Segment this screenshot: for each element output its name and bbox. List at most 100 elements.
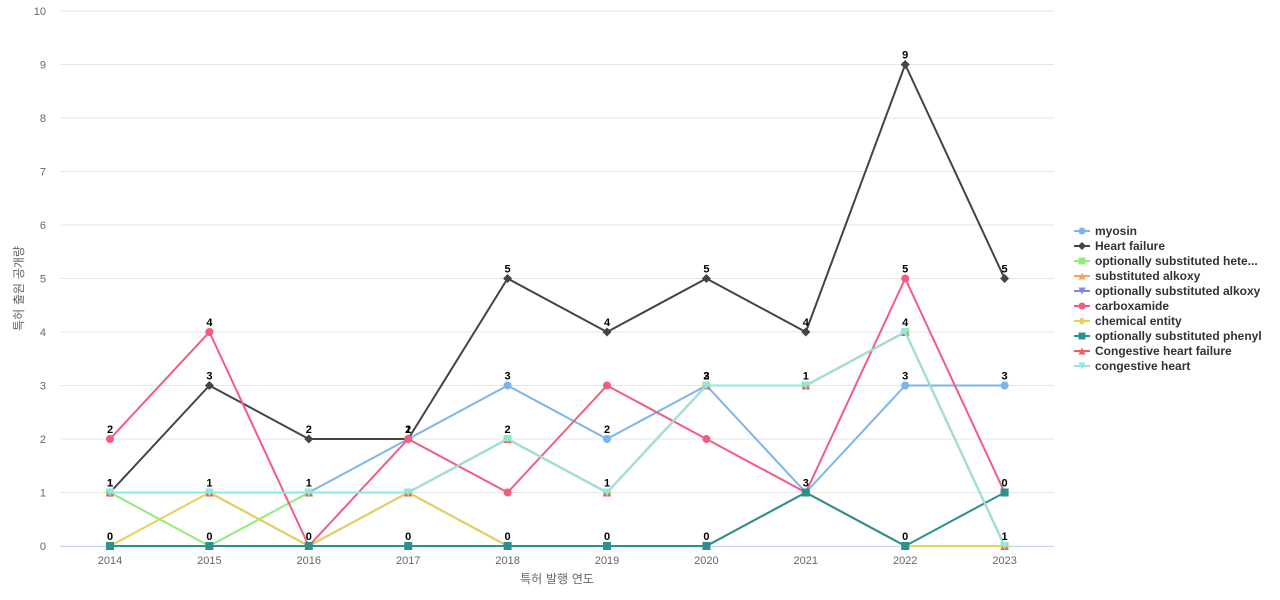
data-point: [503, 542, 512, 550]
data-label: 0: [405, 531, 411, 543]
data-label: 1: [405, 424, 411, 436]
data-label: 3: [803, 478, 809, 490]
data-label: 0: [703, 531, 709, 543]
data-point: [901, 328, 910, 336]
y-tick-label: 10: [34, 6, 46, 18]
data-label: 1: [107, 478, 113, 490]
x-axis-title: 특허 발행 연도: [520, 571, 594, 586]
legend-marker: [1078, 302, 1086, 310]
legend-label: optionally substituted hete...: [1095, 254, 1258, 268]
data-point: [304, 488, 313, 497]
series-heart-failure: [105, 60, 1010, 497]
legend-item-substituted-alkoxy: substituted alkoxy: [1074, 269, 1201, 283]
data-point: [801, 381, 810, 390]
data-point: [603, 381, 611, 390]
legend-item-optionally-substituted-hete: optionally substituted hete...: [1074, 254, 1258, 268]
data-point: [801, 488, 810, 497]
data-label: 4: [206, 317, 213, 329]
data-point: [701, 274, 711, 283]
data-label: 3: [206, 371, 212, 383]
legend-item-chemical-entity: chemical entity: [1074, 314, 1182, 328]
data-label: 0: [604, 531, 610, 543]
x-tick-label: 2016: [297, 555, 321, 567]
data-label: 5: [1002, 264, 1008, 276]
data-label: 2: [505, 424, 511, 436]
data-label: 5: [703, 264, 709, 276]
data-point: [205, 488, 214, 497]
series-line: [109, 277, 1006, 547]
y-axis-ticks: 0 1 2 3 4 5 6 7 8 9 10: [34, 6, 46, 553]
data-point: [205, 328, 214, 336]
legend-marker: [1078, 332, 1086, 340]
legend-label: congestive heart: [1095, 359, 1190, 373]
data-point: [106, 542, 114, 550]
y-axis-title: 특허 출원 공개량: [12, 246, 26, 331]
data-label: 1: [306, 478, 312, 490]
data-label: 0: [107, 531, 113, 543]
data-label: 2: [703, 371, 709, 383]
data-label: 2: [405, 424, 411, 436]
series-line: [110, 331, 1006, 547]
x-tick-label: 2023: [992, 555, 1016, 567]
data-point: [901, 542, 910, 550]
legend-item-optionally-substituted-alkoxy: optionally substituted alkoxy: [1074, 284, 1261, 298]
data-label: 4: [803, 317, 810, 329]
data-point: [503, 435, 512, 443]
data-label: 5: [902, 264, 908, 276]
x-tick-label: 2020: [694, 555, 718, 567]
data-label: 5: [505, 264, 511, 276]
data-label: 2: [604, 424, 610, 436]
data-point: [602, 327, 612, 337]
legend-item-carboxamide: carboxamide: [1074, 299, 1169, 313]
data-label: 3: [1002, 371, 1008, 383]
legend-marker: [1078, 242, 1086, 250]
data-point: [1000, 488, 1009, 497]
data-label: 0: [306, 531, 312, 543]
x-axis-ticks: 2014 2015 2016 2017 2018 2019 2020 2021 2022 2023: [98, 555, 1017, 567]
legend-marker: [1078, 227, 1086, 235]
data-label: 1: [206, 478, 212, 490]
data-point: [205, 542, 214, 550]
data-point: [304, 542, 313, 550]
data-label: 4: [604, 317, 611, 329]
data-point: [106, 435, 114, 443]
x-tick-label: 2019: [595, 555, 619, 567]
data-point: [404, 488, 413, 497]
legend-item-congestive-heart: congestive heart: [1074, 359, 1190, 373]
data-label: 1: [604, 478, 610, 490]
y-tick-label: 1: [40, 488, 46, 500]
data-label: 1: [1002, 531, 1008, 543]
data-point: [901, 274, 910, 283]
data-point: [603, 542, 611, 550]
data-label: 0: [1002, 478, 1008, 490]
x-tick-label: 2022: [893, 555, 917, 567]
legend-marker: [1078, 257, 1086, 265]
y-tick-label: 5: [40, 274, 46, 286]
data-point: [404, 542, 413, 550]
legend-label: optionally substituted alkoxy: [1095, 284, 1261, 298]
data-point: [106, 488, 114, 497]
data-label: 0: [902, 531, 908, 543]
y-tick-label: 4: [40, 327, 46, 339]
series-chemical-entity: [105, 488, 1010, 551]
series-line: [110, 491, 1006, 547]
data-point: [702, 381, 711, 390]
series-congestive-heart: [106, 328, 1009, 550]
y-tick-label: 9: [40, 60, 46, 72]
legend-label: chemical entity: [1095, 314, 1182, 328]
data-point: [404, 435, 413, 443]
y-tick-label: 3: [40, 381, 46, 393]
data-point: [603, 488, 611, 497]
legend-label: substituted alkoxy: [1095, 269, 1201, 283]
legend-marker: [1078, 347, 1086, 355]
data-label: 3: [703, 371, 709, 383]
data-label: 3: [505, 371, 511, 383]
data-point: [503, 488, 512, 497]
legend-item-optionally-substituted-phenyl: optionally substituted phenyl: [1074, 329, 1262, 343]
data-point: [503, 274, 513, 283]
legend-marker: [1078, 272, 1086, 280]
legend-item-myosin: myosin: [1074, 224, 1137, 238]
legend-label: carboxamide: [1095, 299, 1169, 313]
